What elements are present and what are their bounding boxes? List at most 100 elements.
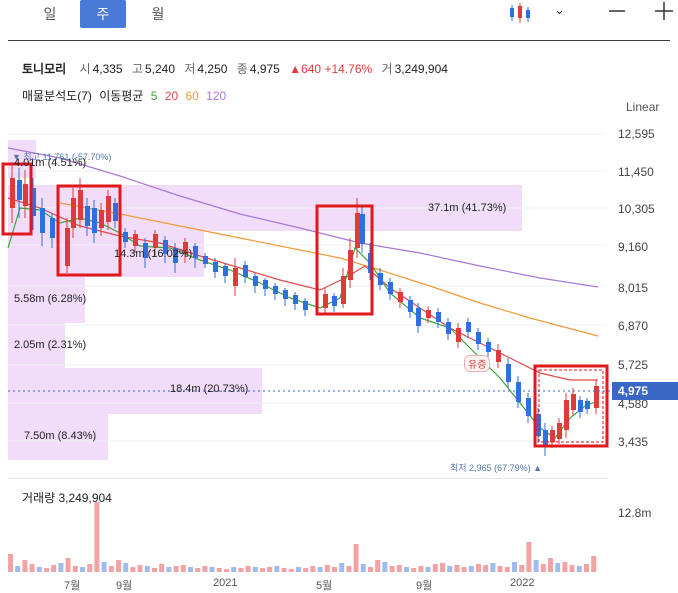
candlestick-icon[interactable] [508, 2, 534, 30]
y-tick: 6,870 [618, 319, 649, 333]
candle [436, 312, 441, 322]
volume-bar [159, 564, 165, 572]
x-tick: 2022 [510, 577, 535, 589]
volume-bar [224, 569, 229, 572]
volume-bar [116, 560, 121, 572]
scale-mode[interactable]: Linear [626, 100, 660, 114]
candle [143, 243, 148, 258]
open-value: 4,335 [92, 62, 123, 76]
y-tick: 10,305 [618, 202, 655, 216]
ma-20[interactable]: 20 [164, 89, 179, 103]
volume-bar [195, 568, 201, 572]
moving-average-label[interactable]: 이동평균 [99, 89, 144, 103]
current-price-tag: 4,975 [612, 382, 678, 400]
volume-bar [454, 565, 460, 572]
volume-bar [562, 562, 568, 572]
volume-bar [152, 568, 157, 572]
volume-bar [310, 566, 316, 572]
candle [50, 218, 55, 238]
candle [233, 268, 238, 286]
volume-chart[interactable] [0, 480, 610, 576]
volume-bar [476, 564, 481, 572]
y-tick: 4,580 [618, 397, 649, 411]
candle [23, 184, 28, 206]
volume-bar [591, 556, 597, 572]
volume-bar [245, 566, 251, 572]
volume-bar [576, 566, 582, 572]
volume-bar [483, 565, 489, 572]
profile-label: 2.05m (2.31%) [14, 339, 87, 351]
x-tick: 9월 [416, 580, 433, 592]
candle [360, 214, 365, 244]
volume-bar [540, 564, 546, 572]
volume-bar [281, 568, 287, 572]
candle [65, 228, 70, 266]
y-tick: 8,015 [618, 281, 649, 295]
volume-panel-label: 거래량 3,249,904 [22, 491, 112, 505]
profile-bar [8, 277, 85, 323]
volume-bar [346, 566, 352, 572]
x-tick: 2021 [213, 577, 238, 589]
candle [543, 430, 548, 446]
volume-bar [504, 567, 510, 572]
stock-name: 토니모리 [22, 62, 67, 76]
candle [398, 292, 403, 302]
high-value: 5,240 [144, 62, 176, 76]
change-value: ▲640 [289, 62, 322, 76]
candle [496, 350, 501, 362]
volume-bar [375, 560, 381, 572]
candle [113, 203, 118, 221]
close-value: 4,975 [249, 62, 280, 76]
volume-bar [497, 566, 503, 572]
stock-info: 토니모리 시 4,335 고 5,240 저 4,250 종 4,975 ▲640 +1… [22, 60, 448, 77]
volume-bar [87, 564, 93, 572]
profile-label: 18.4m (20.73%) [170, 383, 249, 395]
volume-bars [8, 502, 597, 572]
volume-bar [144, 566, 150, 572]
candle [476, 332, 481, 344]
volume-bar [461, 567, 467, 572]
volume-bar [29, 564, 35, 572]
profile-label: 14.3m (16.02%) [114, 248, 193, 260]
volume-bar [173, 566, 179, 572]
volume-bar [584, 564, 589, 572]
ma-5[interactable]: 5 [150, 89, 158, 103]
candle [273, 286, 278, 294]
tab-month[interactable]: 월 [151, 6, 165, 22]
profile-bar [8, 414, 108, 460]
x-tick: 9월 [116, 580, 133, 592]
candle [92, 208, 97, 233]
volume-bar [65, 558, 71, 572]
tab-week[interactable]: 주 [80, 0, 126, 28]
candle [303, 301, 308, 310]
plus-icon[interactable] [654, 0, 674, 28]
volume-bar [303, 568, 309, 572]
low-value: 4,250 [197, 62, 228, 76]
volume-bar [296, 567, 301, 572]
volume-bar [15, 566, 21, 572]
y-tick: 3,435 [618, 435, 649, 449]
y-tick: 9,160 [618, 240, 649, 254]
event-marker[interactable]: 유증 [464, 355, 491, 372]
ma-60[interactable]: 60 [185, 89, 199, 103]
ma-120[interactable]: 120 [206, 89, 227, 103]
volume-bar [389, 566, 395, 572]
volume-bar [447, 566, 453, 572]
minus-icon[interactable] [608, 0, 626, 28]
volume-bar [101, 562, 107, 572]
candle [85, 206, 90, 226]
candle [183, 242, 188, 254]
volume-value: 3,249,904 [394, 62, 448, 76]
candle [388, 282, 393, 294]
chevron-down-icon[interactable]: ⌄ [554, 2, 565, 17]
volume-bar [288, 569, 294, 572]
candle [78, 190, 83, 220]
volume-bar [94, 502, 100, 572]
change-pct: +14.76% [324, 62, 373, 76]
price-chart[interactable] [0, 118, 678, 478]
volume-bar [353, 544, 359, 572]
profile-bar [8, 323, 65, 368]
tab-day[interactable]: 일 [43, 6, 57, 22]
volume-profile-label[interactable]: 매물분석도(7) [22, 89, 92, 103]
volume-bar [490, 563, 496, 572]
